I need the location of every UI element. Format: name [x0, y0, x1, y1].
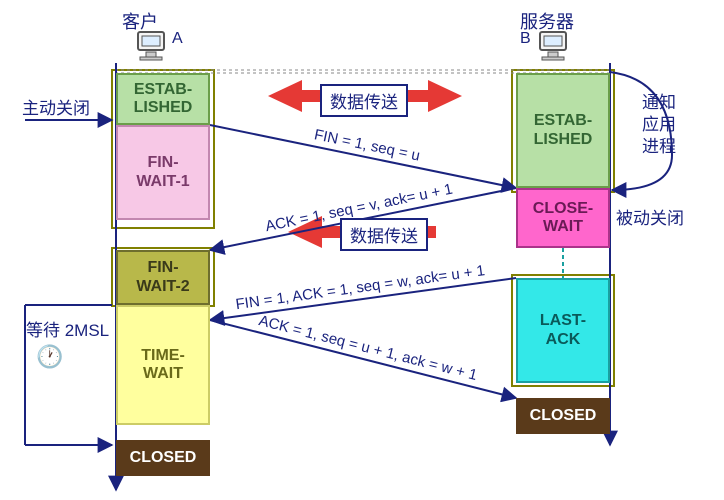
client-state-timewait: TIME-WAIT — [116, 305, 210, 425]
state-text: TIME- — [141, 347, 185, 365]
server-letter: B — [520, 30, 531, 48]
state-text: CLOSED — [130, 449, 197, 467]
client-state-finwait1: FIN-WAIT-1 — [116, 125, 210, 220]
state-text: WAIT — [143, 365, 183, 383]
state-text: ESTAB- — [534, 112, 592, 130]
state-text: LISHED — [534, 131, 593, 149]
state-text: WAIT-1 — [136, 173, 189, 191]
computer-icon-client — [134, 30, 170, 62]
state-text: WAIT-2 — [136, 278, 189, 296]
server-state-closewait: CLOSE-WAIT — [516, 188, 610, 248]
data-transfer-top: 数据传送 — [320, 84, 408, 117]
computer-icon-server — [536, 30, 572, 62]
notify-label: 通知 应用 进程 — [642, 92, 676, 158]
client-state-finwait2: FIN-WAIT-2 — [116, 250, 210, 305]
client-letter: A — [172, 30, 183, 48]
message-arrow — [210, 320, 516, 398]
client-state-closed: CLOSED — [116, 440, 210, 476]
state-text: WAIT — [543, 218, 583, 236]
state-text: ESTAB- — [134, 81, 192, 99]
wait-2msl-label: 等待 2MSL — [26, 320, 109, 342]
state-text: ACK — [546, 331, 581, 349]
active-close-label: 主动关闭 — [22, 98, 90, 120]
client-state-estab: ESTAB-LISHED — [116, 73, 210, 125]
server-state-closed: CLOSED — [516, 398, 610, 434]
server-state-lastack: LAST-ACK — [516, 278, 610, 383]
data-transfer-mid: 数据传送 — [340, 218, 428, 251]
clock-icon: 🕐 — [36, 344, 63, 370]
state-text: LAST- — [540, 312, 586, 330]
server-state-estab: ESTAB-LISHED — [516, 73, 610, 188]
passive-close-label: 被动关闭 — [616, 208, 684, 230]
state-text: LISHED — [134, 99, 193, 117]
state-text: FIN- — [147, 154, 178, 172]
state-text: FIN- — [147, 259, 178, 277]
state-text: CLOSED — [530, 407, 597, 425]
state-text: CLOSE- — [533, 200, 593, 218]
